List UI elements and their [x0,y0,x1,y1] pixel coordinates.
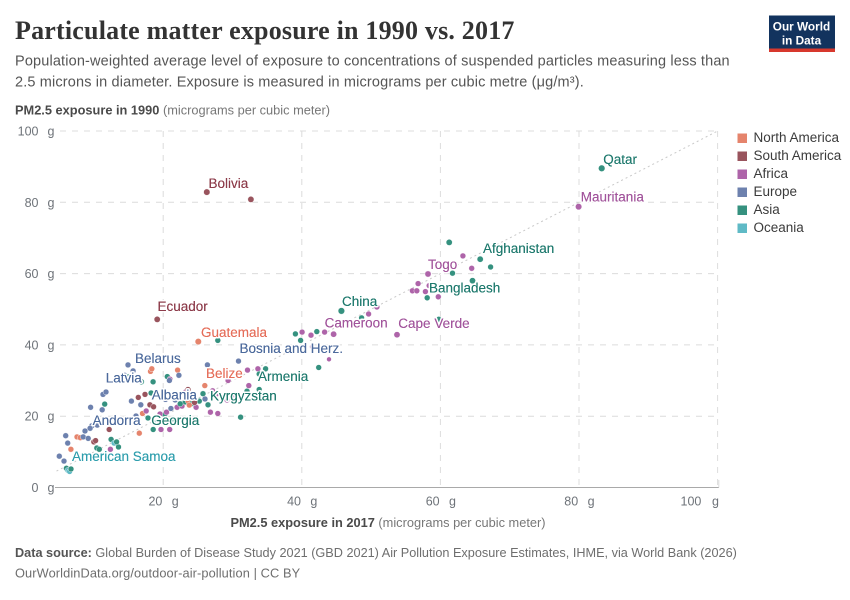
svg-text:Armenia: Armenia [258,369,309,384]
svg-text:g: g [588,495,595,509]
svg-text:Armenia: Armenia [258,369,309,384]
svg-text:American Samoa: American Samoa [72,449,176,464]
svg-text:0: 0 [32,481,39,495]
svg-text:Kyrgyzstan: Kyrgyzstan [210,389,277,404]
svg-text:Togo: Togo [428,257,457,272]
svg-text:North America: North America [754,130,840,145]
svg-text:Mauritania: Mauritania [581,190,645,205]
svg-text:Latvia: Latvia [106,371,143,386]
svg-text:100: 100 [681,495,702,509]
svg-text:g: g [48,196,55,210]
svg-text:in Data: in Data [782,34,822,48]
svg-text:Kyrgyzstan: Kyrgyzstan [210,389,277,404]
svg-text:Bosnia and Herz.: Bosnia and Herz. [240,341,344,356]
svg-text:100: 100 [18,125,39,139]
svg-text:Afghanistan: Afghanistan [483,241,554,256]
svg-text:g: g [310,495,317,509]
svg-text:Belize: Belize [206,366,243,381]
svg-text:Belize: Belize [206,366,243,381]
svg-text:Cape Verde: Cape Verde [398,316,469,331]
svg-text:Togo: Togo [428,257,457,272]
svg-text:Cameroon: Cameroon [325,316,388,331]
svg-text:Bangladesh: Bangladesh [429,281,500,296]
svg-text:Qatar: Qatar [603,152,637,167]
svg-text:g: g [48,338,55,352]
svg-text:Population-weighted average le: Population-weighted average level of exp… [15,54,730,70]
svg-text:PM2.5 exposure in 1990 (microg: PM2.5 exposure in 1990 (micrograms per c… [15,103,330,118]
svg-text:Georgia: Georgia [151,413,200,428]
svg-text:Cape Verde: Cape Verde [398,316,469,331]
svg-text:g: g [172,495,179,509]
svg-text:40: 40 [287,495,301,509]
svg-text:Data source: Global Burden of: Data source: Global Burden of Disease St… [15,546,737,560]
svg-text:Albania: Albania [152,387,198,402]
svg-text:Ecuador: Ecuador [158,299,209,314]
svg-text:g: g [712,495,719,509]
svg-text:Andorra: Andorra [93,413,142,428]
svg-text:Belarus: Belarus [135,351,181,366]
svg-text:80: 80 [25,196,39,210]
svg-text:Bangladesh: Bangladesh [429,281,500,296]
svg-text:Qatar: Qatar [603,152,637,167]
svg-text:Africa: Africa [754,166,789,181]
svg-text:Ecuador: Ecuador [158,299,209,314]
svg-text:g: g [48,410,55,424]
svg-text:Guatemala: Guatemala [201,325,268,340]
svg-text:China: China [342,294,378,309]
svg-text:Oceania: Oceania [754,220,805,235]
svg-text:South America: South America [754,148,842,163]
svg-text:Latvia: Latvia [106,371,143,386]
svg-text:Bosnia and Herz.: Bosnia and Herz. [240,341,344,356]
svg-text:40: 40 [25,338,39,352]
svg-text:60: 60 [426,495,440,509]
svg-text:g: g [449,495,456,509]
svg-text:g: g [48,481,55,495]
svg-text:Particulate matter exposure in: Particulate matter exposure in 1990 vs. … [15,16,515,45]
svg-text:Mauritania: Mauritania [581,190,645,205]
svg-text:80: 80 [564,495,578,509]
svg-text:Europe: Europe [754,184,798,199]
svg-text:60: 60 [25,267,39,281]
svg-text:Georgia: Georgia [151,413,200,428]
svg-text:20: 20 [25,410,39,424]
svg-text:Asia: Asia [754,202,781,217]
svg-text:Our World: Our World [773,20,830,34]
svg-text:American Samoa: American Samoa [72,449,176,464]
svg-text:Guatemala: Guatemala [201,325,268,340]
svg-text:PM2.5 exposure in 2017 (microg: PM2.5 exposure in 2017 (micrograms per c… [230,515,545,530]
svg-text:Bolivia: Bolivia [209,176,249,191]
svg-text:2.5 microns in diameter. Expos: 2.5 microns in diameter. Exposure is mea… [15,75,584,91]
svg-text:Bolivia: Bolivia [209,176,249,191]
svg-text:g: g [48,267,55,281]
svg-text:OurWorldinData.org/outdoor-air: OurWorldinData.org/outdoor-air-pollution… [15,566,301,581]
svg-text:China: China [342,294,378,309]
svg-text:Andorra: Andorra [93,413,142,428]
svg-text:Cameroon: Cameroon [325,316,388,331]
svg-text:Albania: Albania [152,387,198,402]
svg-text:20: 20 [148,495,162,509]
svg-text:Afghanistan: Afghanistan [483,241,554,256]
svg-text:g: g [48,125,55,139]
svg-text:Belarus: Belarus [135,351,181,366]
